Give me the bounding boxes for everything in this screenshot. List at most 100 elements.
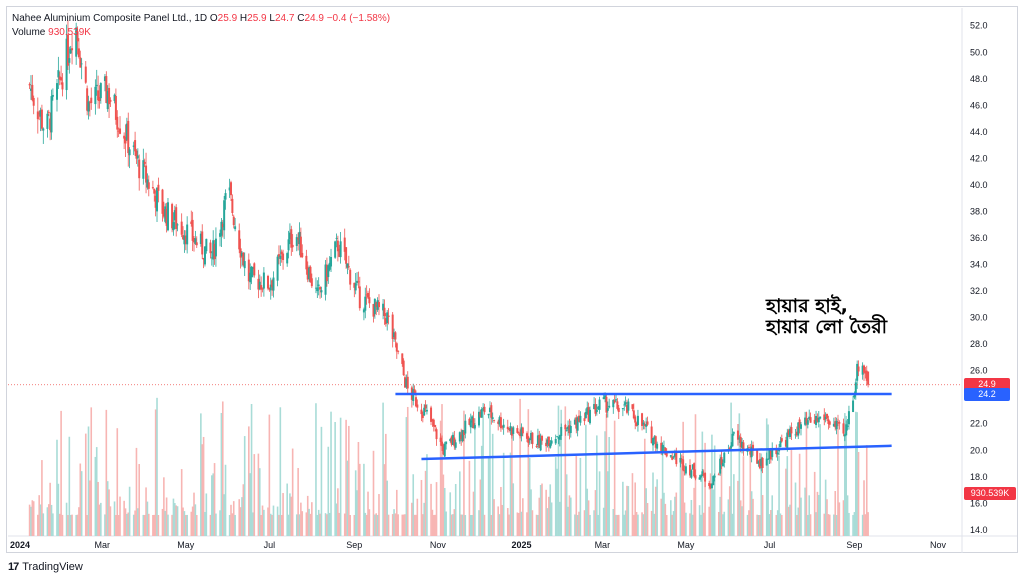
volume-bar <box>261 505 264 536</box>
candle-body <box>183 235 186 245</box>
volume-bar <box>652 472 654 536</box>
candle-body <box>738 437 741 440</box>
candle-body <box>458 432 461 442</box>
volume-bar <box>626 485 628 536</box>
candle-body <box>180 221 183 235</box>
volume-bar <box>248 426 250 536</box>
volume-bar <box>382 402 384 536</box>
candle-body <box>730 445 733 449</box>
volume-bar <box>805 412 808 536</box>
candle-body <box>784 440 787 447</box>
volume-bar <box>852 514 854 536</box>
volume-bar <box>752 498 754 536</box>
volume-bar <box>432 514 435 536</box>
candle-body <box>568 425 571 434</box>
candle-body <box>767 459 770 460</box>
candle-body <box>501 426 504 428</box>
candle-body <box>701 471 704 476</box>
candle-body <box>117 130 120 132</box>
candle-body <box>547 436 550 446</box>
candle-body <box>234 226 237 230</box>
volume-bar <box>346 460 349 536</box>
candle-body <box>661 444 664 454</box>
volume-bar <box>191 506 194 536</box>
volume-bar <box>375 513 378 536</box>
volume-bar <box>86 514 88 536</box>
volume-bar <box>50 504 53 536</box>
candle-body <box>691 464 694 470</box>
candle-body <box>76 31 79 42</box>
volume-bar <box>768 514 771 536</box>
candle-body <box>404 377 407 388</box>
volume-bar <box>516 512 519 536</box>
volume-bar <box>215 513 217 536</box>
candle-body <box>835 420 838 430</box>
volume-bar <box>731 513 734 536</box>
candle-body <box>250 266 253 278</box>
volume-bar <box>554 457 557 536</box>
volume-bar <box>279 407 282 536</box>
candle-body <box>815 416 818 425</box>
candle-body <box>228 187 231 191</box>
candle-body <box>564 424 567 430</box>
candle-body <box>266 275 269 289</box>
candle-body <box>654 436 657 448</box>
volume-bar <box>280 514 283 536</box>
chart-annotation[interactable]: হায়ার হাই, হায়ার লো তৈরী <box>766 296 887 338</box>
candle-body <box>693 463 696 477</box>
volume-bar <box>564 406 567 536</box>
volume-bar <box>263 509 265 536</box>
volume-bar <box>220 412 223 536</box>
candle-body <box>190 221 193 224</box>
candle-body <box>451 434 454 445</box>
volume-bar <box>857 451 860 536</box>
volume-bar <box>489 401 491 536</box>
volume-bar <box>60 410 62 536</box>
volume-bar <box>100 502 102 536</box>
volume-bar <box>522 498 524 536</box>
volume-bar <box>356 490 358 536</box>
candle-body <box>295 237 298 246</box>
volume-bar <box>746 514 749 536</box>
candle-body <box>632 410 635 419</box>
volume-label[interactable]: Volume <box>12 27 46 38</box>
symbol-title[interactable]: Nahee Aluminium Composite Panel Ltd., 1D <box>12 13 208 24</box>
candle-body <box>804 417 807 425</box>
candle-body <box>493 420 496 421</box>
candle-body <box>449 439 452 441</box>
volume-bar <box>221 401 224 536</box>
volume-bar <box>797 507 800 536</box>
volume-bar <box>330 411 332 536</box>
tradingview-brand[interactable]: 17 TradingView <box>8 561 83 573</box>
volume-bar <box>807 514 809 536</box>
volume-bar <box>664 503 667 536</box>
x-tick-label: Nov <box>930 540 947 550</box>
volume-bar <box>106 481 109 536</box>
candle-body <box>779 440 782 447</box>
volume-bar <box>295 514 298 536</box>
volume-bar <box>698 505 701 536</box>
volume-bar <box>679 460 682 536</box>
candle-body <box>286 253 289 264</box>
volume-bar <box>147 513 150 536</box>
volume-bar <box>835 514 838 536</box>
candle-body <box>525 433 528 439</box>
candle-body <box>382 303 385 311</box>
candle-body <box>699 475 702 478</box>
candle-body <box>843 434 846 437</box>
candle-body <box>243 261 246 269</box>
y-tick-label: 30.0 <box>970 313 988 323</box>
candle-body <box>498 417 501 425</box>
y-tick-label: 38.0 <box>970 206 988 216</box>
volume-bar <box>723 511 726 536</box>
volume-bar <box>672 511 675 536</box>
volume-bar <box>635 511 638 536</box>
candle-body <box>401 353 404 364</box>
volume-bar <box>47 504 50 536</box>
volume-bar <box>453 509 456 536</box>
candle-body <box>531 432 534 445</box>
x-tick-label: Mar <box>94 540 110 550</box>
candle-body <box>528 438 531 441</box>
candle-body <box>258 281 261 290</box>
